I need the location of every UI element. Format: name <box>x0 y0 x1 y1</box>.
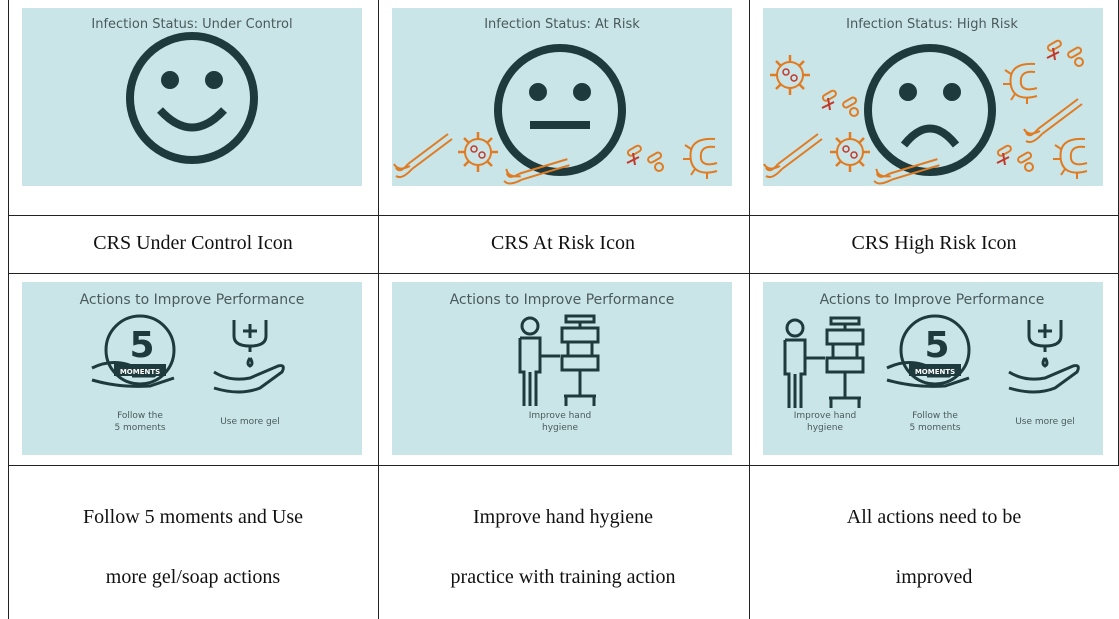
moments-number: 5 <box>924 325 949 366</box>
panel-title: Actions to Improve Performance <box>820 292 1045 308</box>
action-label: Improve hand <box>794 411 857 421</box>
action-label: hygiene <box>807 423 843 433</box>
panel-titles: Infection Status: Under Control Infectio… <box>80 17 1045 308</box>
caption: Follow 5 moments and Use <box>83 506 303 528</box>
panel-title: Actions to Improve Performance <box>80 292 305 308</box>
panel-title: Infection Status: High Risk <box>846 17 1018 32</box>
action-label: 5 moments <box>909 423 960 433</box>
action-label: Improve hand <box>529 411 592 421</box>
caption: CRS At Risk Icon <box>491 232 635 254</box>
moments-label: MOMENTS <box>120 368 160 376</box>
action-label: hygiene <box>542 423 578 433</box>
action-label: Use more gel <box>1015 417 1075 427</box>
panel-title: Infection Status: At Risk <box>484 17 640 32</box>
panel-title: Infection Status: Under Control <box>91 17 292 32</box>
caption: CRS High Risk Icon <box>851 232 1017 254</box>
caption: CRS Under Control Icon <box>93 232 293 254</box>
action-label: Follow the <box>912 411 958 421</box>
action-labels: Follow the 5 moments Use more gel Improve h… <box>114 411 1074 433</box>
caption: Improve hand hygiene <box>473 506 653 528</box>
action-label: 5 moments <box>114 423 165 433</box>
table-borders <box>8 0 1119 619</box>
panel-title: Actions to Improve Performance <box>450 292 675 308</box>
caption: All actions need to be <box>846 506 1022 528</box>
caption: improved <box>895 566 973 588</box>
caption: more gel/soap actions <box>105 566 281 588</box>
five-moments-labels: 5 MOMENTS 5 MOMENTS <box>120 325 955 376</box>
caption: practice with training action <box>450 566 676 588</box>
faces <box>126 32 996 176</box>
panels <box>22 8 1103 455</box>
action-label: Follow the <box>117 411 163 421</box>
moments-number: 5 <box>129 325 154 366</box>
moments-label: MOMENTS <box>915 368 955 376</box>
action-label: Use more gel <box>220 417 280 427</box>
